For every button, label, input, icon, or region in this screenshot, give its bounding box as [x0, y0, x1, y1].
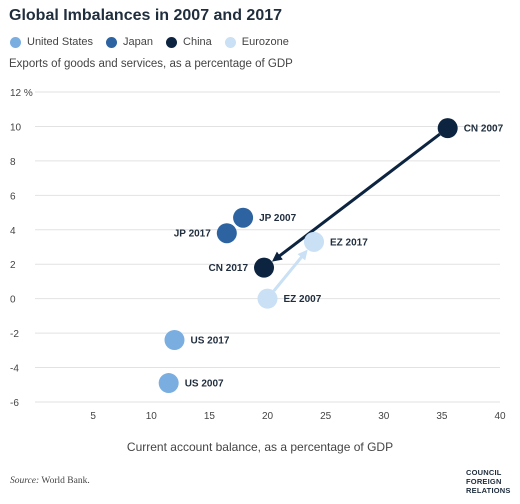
cfr-logo: COUNCIL FOREIGN RELATIONS — [466, 468, 511, 495]
logo-line-3: RELATIONS — [466, 486, 511, 495]
trajectory-arrow — [272, 249, 308, 292]
legend-label-china: China — [183, 36, 212, 48]
y-tick-label: 10 — [10, 122, 22, 133]
data-point — [254, 257, 275, 278]
data-point — [164, 330, 185, 350]
x-tick-label: 5 — [90, 411, 96, 422]
chart-title: Global Imbalances in 2007 and 2017 — [9, 7, 283, 24]
logo-line-1: COUNCIL — [466, 468, 502, 477]
source-note: Source: World Bank. — [10, 476, 90, 486]
legend-item-united-states: United States — [10, 36, 93, 48]
legend-item-eurozone: Eurozone — [224, 36, 289, 48]
point-label: EZ 2017 — [330, 237, 368, 248]
point-label: US 2007 — [185, 379, 224, 390]
y-tick-label: -4 — [10, 364, 19, 375]
y-tick-label: -6 — [10, 398, 19, 409]
data-point — [216, 223, 237, 244]
data-point — [158, 373, 179, 394]
data-point — [233, 207, 254, 228]
point-label: EZ 2007 — [284, 294, 322, 305]
legend-label-united-states: United States — [27, 36, 94, 48]
trajectory-arrow — [271, 133, 441, 262]
x-tick-label: 25 — [320, 411, 332, 422]
legend-item-japan: Japan — [106, 36, 153, 48]
point-label: JP 2007 — [259, 213, 297, 224]
y-tick-label: 12 % — [10, 88, 33, 99]
legend-label-eurozone: Eurozone — [241, 36, 289, 48]
x-axis-label: Current account balance, as a percentage… — [126, 440, 394, 454]
legend-dot-united-states — [10, 36, 21, 48]
y-tick-label: 2 — [10, 260, 16, 271]
x-tick-label: 15 — [204, 411, 216, 422]
y-tick-label: 6 — [10, 191, 16, 202]
legend-dot-japan — [106, 36, 118, 48]
x-tick-label: 35 — [436, 411, 448, 422]
point-label: US 2017 — [191, 336, 230, 347]
x-tick-label: 20 — [262, 411, 274, 422]
y-tick-label: 4 — [10, 226, 16, 237]
chart-subtitle: Exports of goods and services, as a perc… — [9, 58, 293, 70]
x-tick-label: 40 — [494, 411, 506, 422]
legend-item-china: China — [166, 36, 212, 48]
point-label: JP 2017 — [174, 229, 212, 240]
point-label: CN 2007 — [464, 124, 504, 135]
legend-label-japan: Japan — [123, 36, 154, 48]
y-tick-label: -2 — [10, 329, 19, 340]
data-point — [437, 118, 458, 139]
data-point — [257, 288, 278, 309]
x-tick-label: 30 — [378, 411, 390, 422]
y-tick-label: 8 — [10, 157, 16, 168]
legend: United States Japan China Eurozone — [10, 36, 302, 48]
x-tick-label: 10 — [146, 411, 158, 422]
source-text: World Bank. — [39, 476, 90, 486]
legend-dot-china — [166, 36, 178, 48]
legend-dot-eurozone — [224, 36, 236, 48]
y-tick-label: 0 — [10, 295, 16, 306]
logo-line-2: FOREIGN — [466, 477, 502, 486]
point-label: CN 2017 — [209, 263, 249, 274]
data-point — [304, 231, 324, 252]
source-label: Source: — [10, 476, 40, 486]
